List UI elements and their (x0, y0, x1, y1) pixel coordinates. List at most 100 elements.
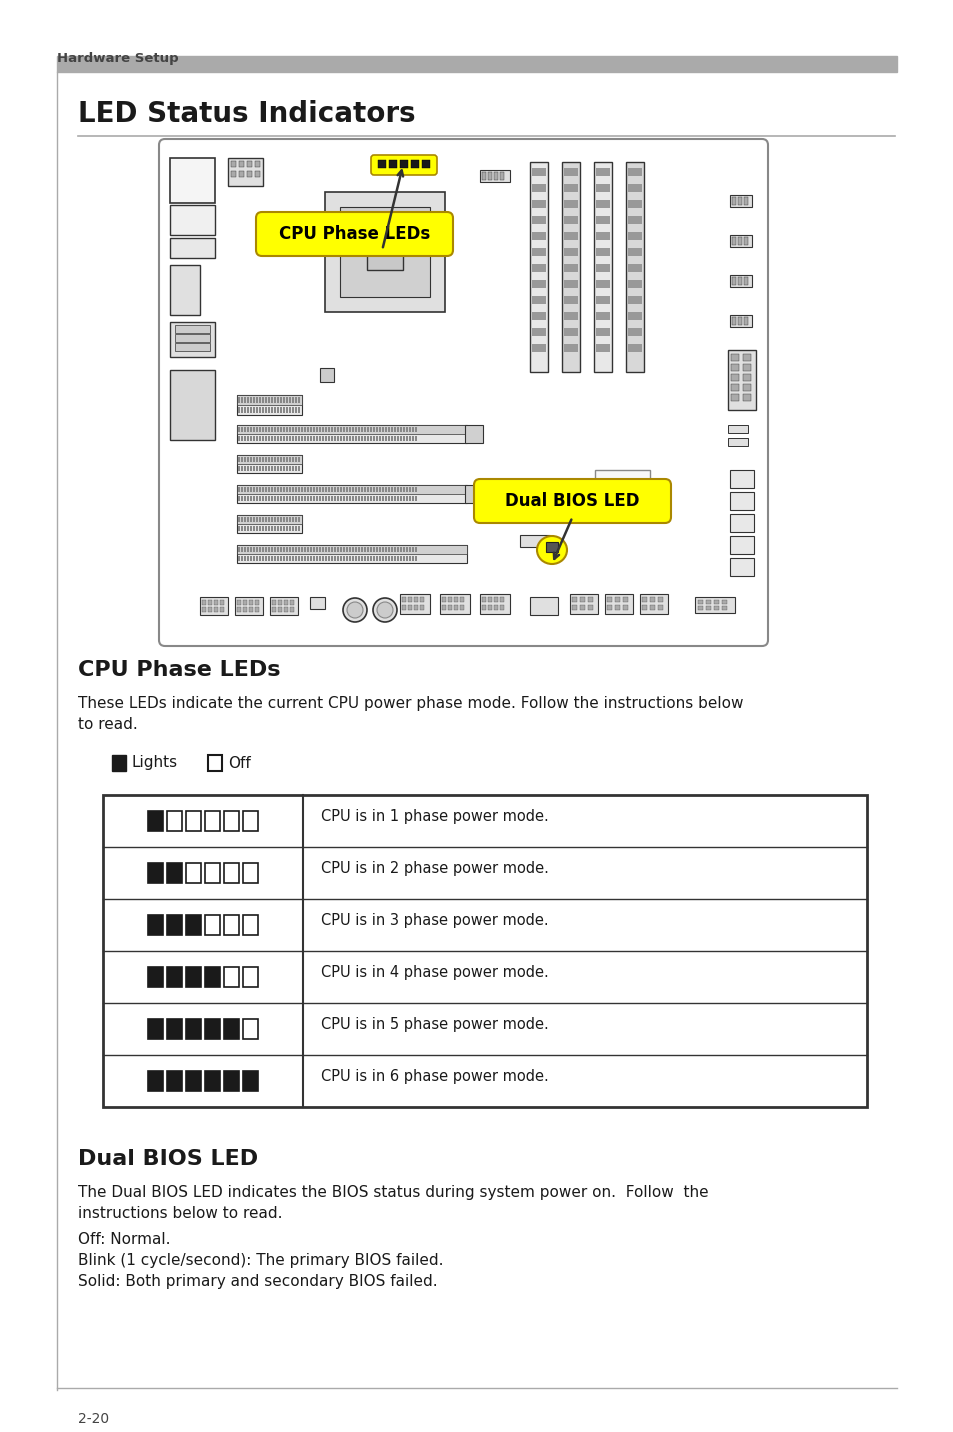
Bar (494, 597, 497, 601)
Bar (625, 162, 643, 372)
Bar (255, 547, 257, 551)
Bar (313, 435, 314, 441)
Bar (294, 526, 296, 531)
Bar (563, 328, 578, 337)
Bar (412, 427, 414, 432)
Bar (289, 526, 291, 531)
Bar (364, 495, 366, 501)
Bar (328, 427, 330, 432)
Bar (310, 597, 325, 609)
Text: Dual BIOS LED: Dual BIOS LED (505, 493, 639, 510)
Bar (290, 607, 294, 611)
Bar (250, 407, 252, 412)
Bar (268, 556, 270, 561)
Bar (396, 547, 398, 551)
Bar (258, 465, 261, 471)
Bar (606, 597, 612, 601)
Bar (373, 495, 375, 501)
Bar (276, 495, 278, 501)
Bar (276, 397, 278, 402)
Bar (243, 915, 257, 935)
Bar (241, 465, 243, 471)
Bar (627, 296, 641, 304)
Bar (367, 233, 402, 271)
Bar (530, 597, 558, 614)
Bar (170, 238, 214, 258)
Bar (488, 597, 492, 601)
Bar (406, 547, 408, 551)
Bar (280, 547, 282, 551)
Bar (381, 435, 384, 441)
Bar (396, 495, 398, 501)
Bar (375, 556, 377, 561)
Bar (346, 427, 348, 432)
Bar (301, 427, 303, 432)
Bar (250, 427, 252, 432)
Bar (310, 487, 312, 493)
Bar (346, 487, 348, 493)
Bar (286, 487, 288, 493)
Bar (262, 495, 264, 501)
Bar (271, 457, 273, 463)
Bar (174, 344, 210, 351)
Bar (283, 407, 285, 412)
Bar (292, 495, 294, 501)
Bar (596, 312, 609, 319)
Bar (408, 604, 412, 610)
Bar (639, 594, 667, 614)
Bar (641, 597, 646, 601)
Bar (325, 427, 327, 432)
Bar (373, 556, 375, 561)
Bar (228, 158, 263, 186)
Bar (224, 1071, 239, 1091)
Bar (352, 556, 354, 561)
Bar (250, 547, 252, 551)
Bar (563, 296, 578, 304)
Bar (268, 547, 270, 551)
Bar (276, 427, 278, 432)
Bar (649, 597, 655, 601)
Bar (385, 487, 387, 493)
Bar (315, 556, 317, 561)
Bar (322, 495, 324, 501)
Bar (236, 607, 241, 611)
Bar (213, 607, 218, 611)
Bar (729, 514, 753, 533)
Bar (730, 364, 739, 371)
Bar (253, 487, 254, 493)
Bar (236, 425, 467, 442)
Bar (237, 457, 240, 463)
Bar (289, 407, 291, 412)
Bar (399, 495, 401, 501)
Bar (331, 487, 333, 493)
Bar (186, 915, 201, 935)
Bar (268, 517, 270, 523)
Bar (289, 487, 291, 493)
Bar (297, 435, 299, 441)
Bar (370, 487, 372, 493)
Bar (250, 457, 252, 463)
Bar (596, 344, 609, 352)
Bar (399, 427, 401, 432)
Bar (627, 248, 641, 256)
Text: CPU is in 3 phase power mode.: CPU is in 3 phase power mode. (320, 912, 548, 928)
Bar (343, 435, 345, 441)
Bar (738, 238, 741, 245)
Bar (276, 407, 278, 412)
Bar (274, 495, 275, 501)
Bar (419, 597, 423, 601)
Bar (727, 438, 747, 445)
Bar (289, 517, 291, 523)
Bar (247, 397, 249, 402)
Bar (519, 536, 550, 547)
Text: CPU is in 1 phase power mode.: CPU is in 1 phase power mode. (320, 809, 548, 823)
Bar (274, 547, 275, 551)
Bar (479, 594, 510, 614)
Bar (247, 517, 249, 523)
Bar (57, 56, 896, 72)
Bar (268, 457, 270, 463)
Bar (258, 556, 261, 561)
Bar (289, 457, 291, 463)
Bar (596, 281, 609, 288)
Bar (615, 604, 619, 610)
